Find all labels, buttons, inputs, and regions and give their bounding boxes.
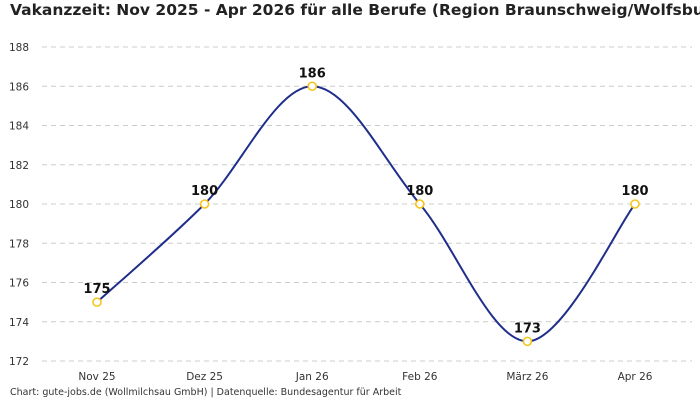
- y-tick-label: 176: [9, 278, 29, 290]
- x-tick-label: März 26: [506, 371, 548, 383]
- data-label: 180: [406, 184, 433, 199]
- x-tick-label: Apr 26: [618, 371, 653, 383]
- series-line-layer: [96, 85, 636, 343]
- y-tick-label: 174: [9, 317, 29, 329]
- grid-lines: [42, 46, 692, 362]
- x-tick-label: Feb 26: [402, 371, 438, 383]
- data-label: 175: [83, 282, 110, 297]
- x-axis-ticks: Nov 25 Dez 25 Jan 26 Feb 26 März 26 Apr 26: [78, 371, 652, 383]
- y-tick-label: 172: [9, 356, 29, 368]
- data-point: [630, 199, 640, 209]
- data-label: 180: [621, 184, 648, 199]
- y-tick-label: 188: [9, 42, 29, 54]
- series-line: [96, 85, 636, 343]
- data-label: 186: [299, 66, 326, 81]
- data-point: [307, 81, 318, 92]
- data-labels: 175 180 186 180 173 180: [83, 66, 648, 336]
- data-label: 173: [514, 321, 541, 336]
- data-markers: [92, 81, 640, 347]
- y-tick-label: 186: [9, 81, 29, 93]
- chart-footer-source: Chart: gute-jobs.de (Wollmilchsau GmbH) …: [10, 387, 402, 398]
- data-point: [414, 199, 425, 209]
- y-tick-label: 182: [9, 160, 29, 172]
- y-tick-label: 184: [9, 121, 29, 133]
- chart-title: Vakanzzeit: Nov 2025 - Apr 2026 für alle…: [10, 1, 700, 19]
- data-point: [92, 297, 102, 307]
- y-tick-label: 178: [9, 238, 29, 250]
- x-tick-label: Dez 25: [186, 371, 223, 383]
- y-tick-label: 180: [9, 199, 29, 211]
- data-point: [522, 336, 533, 347]
- y-axis-ticks: 172 174 176 178 180 182 184 186 188: [9, 42, 29, 368]
- data-point: [199, 199, 210, 209]
- x-tick-label: Nov 25: [78, 371, 115, 383]
- x-tick-label: Jan 26: [295, 371, 329, 383]
- data-label: 180: [191, 184, 218, 199]
